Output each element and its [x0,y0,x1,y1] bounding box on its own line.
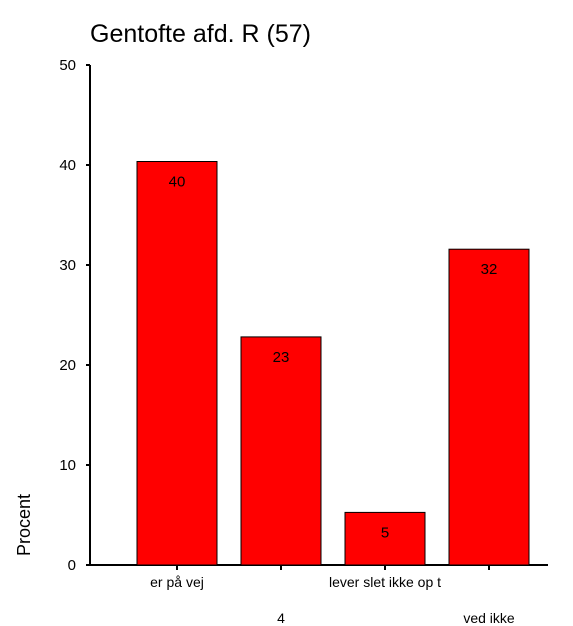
y-tick-label: 40 [59,157,76,174]
bar-value-label: 23 [273,349,290,366]
y-axis: 0 10 20 30 40 50 [59,57,91,574]
x-category-label: er på vej [150,574,204,590]
y-tick-label: 30 [59,257,76,274]
y-tick-label: 0 [68,557,76,574]
bar-value-label: 40 [169,174,186,191]
x-axis: er på vej 4 lever slet ikke op t ved ikke [90,564,548,626]
bar [136,161,218,566]
bar [240,336,322,566]
x-category-label: lever slet ikke op t [329,574,441,590]
y-tick-label: 20 [59,357,76,374]
y-axis-label: Procent [14,494,34,556]
y-tick-label: 50 [59,57,76,74]
x-category-label: ved ikke [463,610,515,626]
y-tick-label: 10 [59,457,76,474]
bar-value-label: 32 [481,261,498,278]
bar-value-label: 5 [381,524,389,541]
bar [344,511,426,566]
x-category-label: 4 [277,610,285,626]
chart-title: Gentofte afd. R (57) [90,20,311,48]
bars: 40 23 5 32 [136,161,530,566]
bar [448,248,530,566]
